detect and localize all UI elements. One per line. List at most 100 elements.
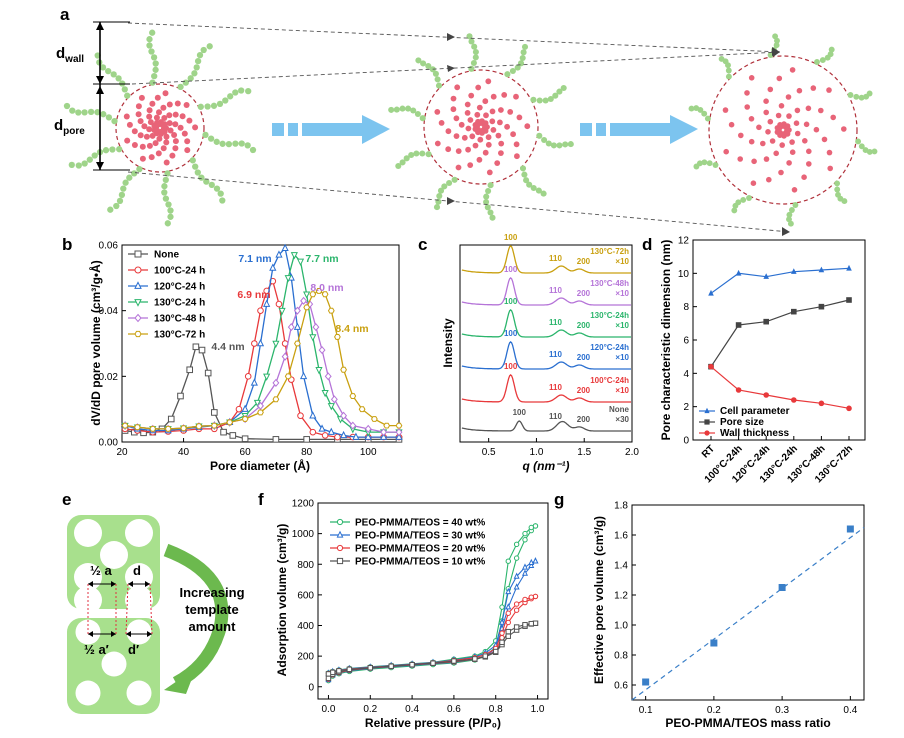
core-bead [438,120,445,126]
legend-marker [336,530,344,538]
core-bead [172,121,179,128]
corona-bead [786,216,792,223]
peak-200-label: 200 [577,289,591,298]
data-point [493,648,499,655]
legend-marker [134,281,142,289]
x-tick-label: 0.8 [489,704,503,715]
data-point [522,530,528,537]
core-bead [498,150,504,157]
peak-110-label: 110 [549,286,562,295]
core-bead [489,118,496,125]
data-point [324,372,332,381]
corona-bead [249,146,257,154]
corona-bead [164,220,171,227]
core-bead [748,75,755,81]
corona-bead [393,106,400,113]
core-bead [455,148,462,155]
core-bead [126,121,133,128]
panel-label-g: g [554,490,564,509]
data-point [281,243,289,252]
core-bead [453,115,460,122]
legend-label: 100°C-24 h [154,266,205,277]
y-tick-label: 2 [683,402,689,413]
core-bead [163,159,170,166]
data-point [309,291,317,298]
corona-bead [866,148,873,155]
data-point [256,338,265,347]
corona-bead [87,108,95,116]
core-bead [765,129,771,135]
legend: None 100°C-24 h 120°C-24 h 130°C-24 h 130°C-… [128,250,205,341]
core-bead [806,148,812,155]
corona-bead [706,160,713,167]
core-bead [148,154,155,161]
corona-bead [152,60,159,67]
y-tick-label: 0 [308,682,314,693]
data-point [818,400,825,407]
core-bead [458,121,465,128]
data-point [430,660,436,666]
core-bead [827,165,833,172]
core-bead [141,123,148,130]
data-point [251,340,258,347]
corona-bead [202,131,209,139]
guide-arrowheads [447,33,790,236]
peak-label: 7.7 nm [305,253,338,265]
core-bead [490,126,497,133]
corona-bead [425,151,432,158]
core-bead [476,104,483,111]
corona-bead [126,174,133,181]
svg-text:amount: amount [189,619,237,634]
svg-text:Increasing: Increasing [179,585,244,600]
data-point [513,601,520,607]
core-bead [147,119,154,126]
x-tick-label: 0.2 [363,704,377,715]
series-Wall thickness [708,363,852,412]
data-point [309,334,317,342]
e-dimension-labels: ½ a d ½ a′ d′ [84,563,141,657]
micelle [688,33,878,227]
legend-label: PEO-PMMA/TEOS = 30 wt% [355,531,485,542]
peak-100-label: 100 [504,362,518,371]
core-bead [723,148,729,155]
data-point [818,266,825,273]
corona-bead [182,79,189,86]
core-bead [454,84,461,91]
corona-bead [541,136,548,144]
corona-bead [148,48,155,55]
axes-ticks: 0.5 1.0 1.5 2.0 [482,438,639,458]
core-bead [467,117,474,123]
data-point [346,666,353,672]
legend-label: PEO-PMMA/TEOS = 20 wt% [355,544,485,555]
data-point [352,432,360,440]
series-PEO-PMMA/TEOS = 10 wt% [325,620,539,682]
y-axis-label: Pore characteristic dimension (nm) [659,240,673,441]
corona-bead [203,178,210,185]
core-bead [167,127,174,134]
data-point [241,404,249,412]
corona-bead [388,106,395,113]
scale-factor: ×10 [615,257,629,266]
corona-bead [150,54,158,61]
data-point [846,525,854,533]
corona-bead [196,51,204,59]
corona-bead [855,138,862,145]
legend-marker [134,299,142,307]
corona-bead [403,155,410,162]
core-bead [166,112,173,119]
core-bead [166,101,173,108]
sample-label: 120°C-24h [590,343,629,352]
core-bead [796,87,803,94]
series-line [461,277,631,306]
corona-bead [206,43,213,50]
corona-bead [472,48,479,56]
corona-bead [433,204,441,211]
core-bead [486,169,493,176]
core-bead [450,106,457,113]
core-bead [469,133,476,140]
data-point [303,436,310,443]
corona-bead [164,170,171,177]
sample-label: None [609,405,630,414]
